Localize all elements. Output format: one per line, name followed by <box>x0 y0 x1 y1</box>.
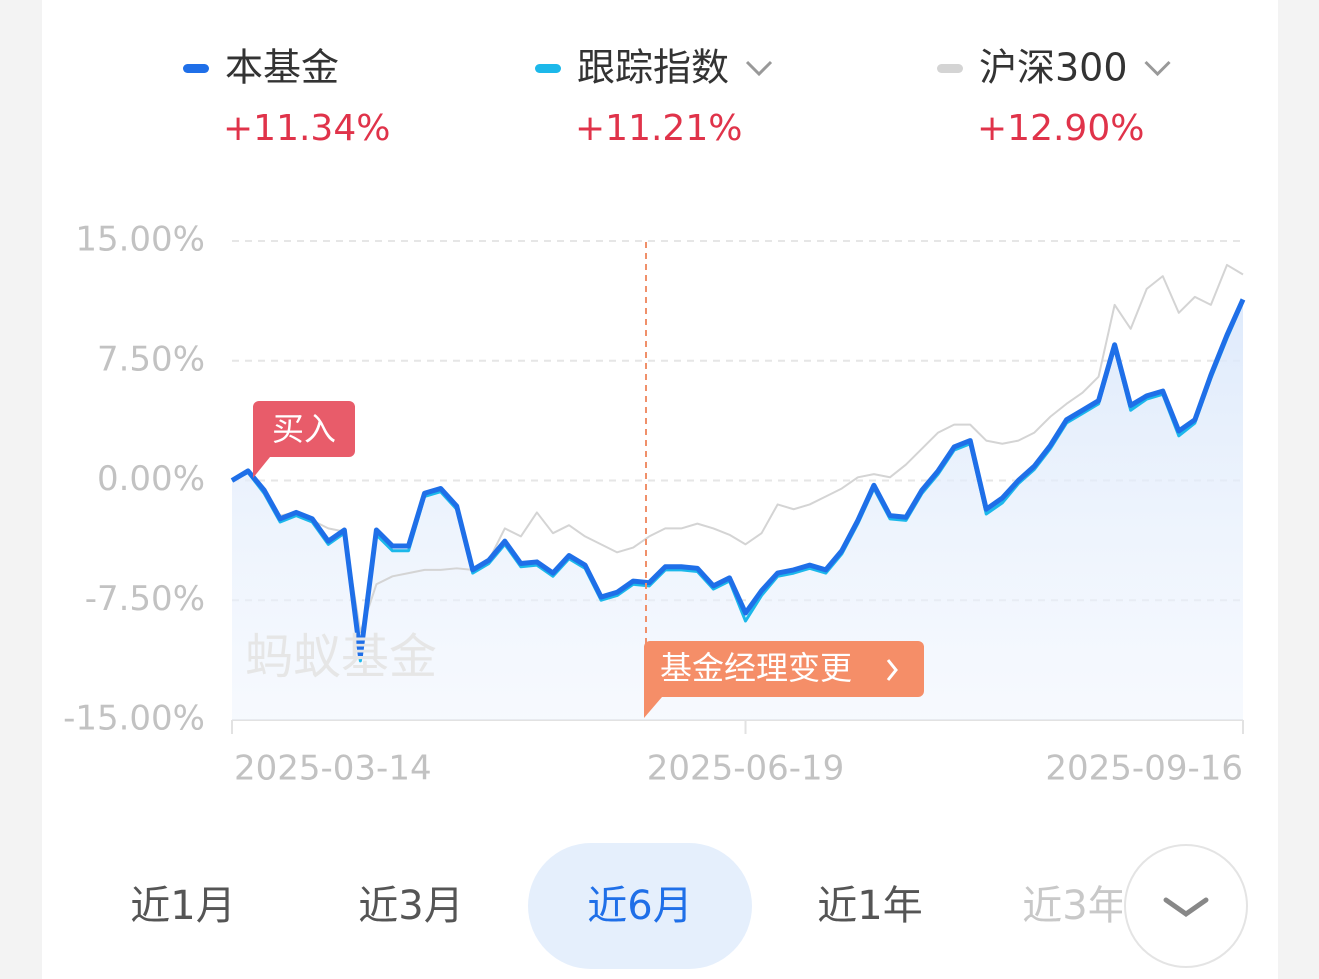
x-tick-label: 2025-06-19 <box>647 749 845 789</box>
legend-swatch <box>535 64 561 73</box>
series-line <box>230 298 1246 659</box>
manager-annotation[interactable]: 基金经理变更 <box>644 641 924 718</box>
expand-circle[interactable] <box>1124 844 1248 968</box>
tab[interactable]: 近6月 <box>587 883 692 929</box>
legend-return: +11.34% <box>223 108 390 149</box>
legend-return: +12.90% <box>977 108 1144 149</box>
manager-label[interactable]: 基金经理变更 <box>660 649 852 687</box>
chevron-right <box>886 659 898 681</box>
tab[interactable]: 近3月 <box>358 883 463 929</box>
legend-label: 本基金 <box>225 46 339 90</box>
watermark: 蚂蚁基金 <box>245 629 437 685</box>
manager-tag-pointer <box>644 690 662 718</box>
legend-dropdown[interactable] <box>745 60 773 77</box>
y-tick-label: 0.00% <box>97 459 205 499</box>
legend-swatch <box>183 64 209 73</box>
buy-label: 买入 <box>272 410 336 448</box>
buy-tag <box>253 401 355 457</box>
y-tick-label: 15.00% <box>75 220 205 260</box>
tab-selected-bg[interactable] <box>528 843 752 969</box>
tab[interactable]: 近1年 <box>817 883 922 929</box>
legend-return: +11.21% <box>575 108 742 149</box>
x-tick-label: 2025-09-16 <box>1045 749 1243 789</box>
fund-area <box>232 299 1243 720</box>
x-tick-label: 2025-03-14 <box>234 749 432 789</box>
legend-dropdown[interactable] <box>1144 60 1171 77</box>
buy-tag-pointer <box>253 450 270 478</box>
manager-tag[interactable] <box>644 641 924 697</box>
y-tick-label: 7.50% <box>97 339 205 379</box>
legend-swatch <box>937 64 963 73</box>
tab[interactable]: 近1月 <box>130 883 235 929</box>
tab[interactable]: 近3年 <box>1022 883 1127 929</box>
legend-label[interactable]: 沪深300 <box>979 46 1128 90</box>
expand-button[interactable] <box>1124 844 1248 968</box>
series-line <box>231 263 1244 634</box>
y-tick-label: -7.50% <box>85 579 205 619</box>
y-tick-label: -15.00% <box>63 699 205 739</box>
legend-label[interactable]: 跟踪指数 <box>577 46 729 90</box>
buy-annotation: 买入 <box>253 401 355 478</box>
chevron-down <box>1163 897 1209 918</box>
